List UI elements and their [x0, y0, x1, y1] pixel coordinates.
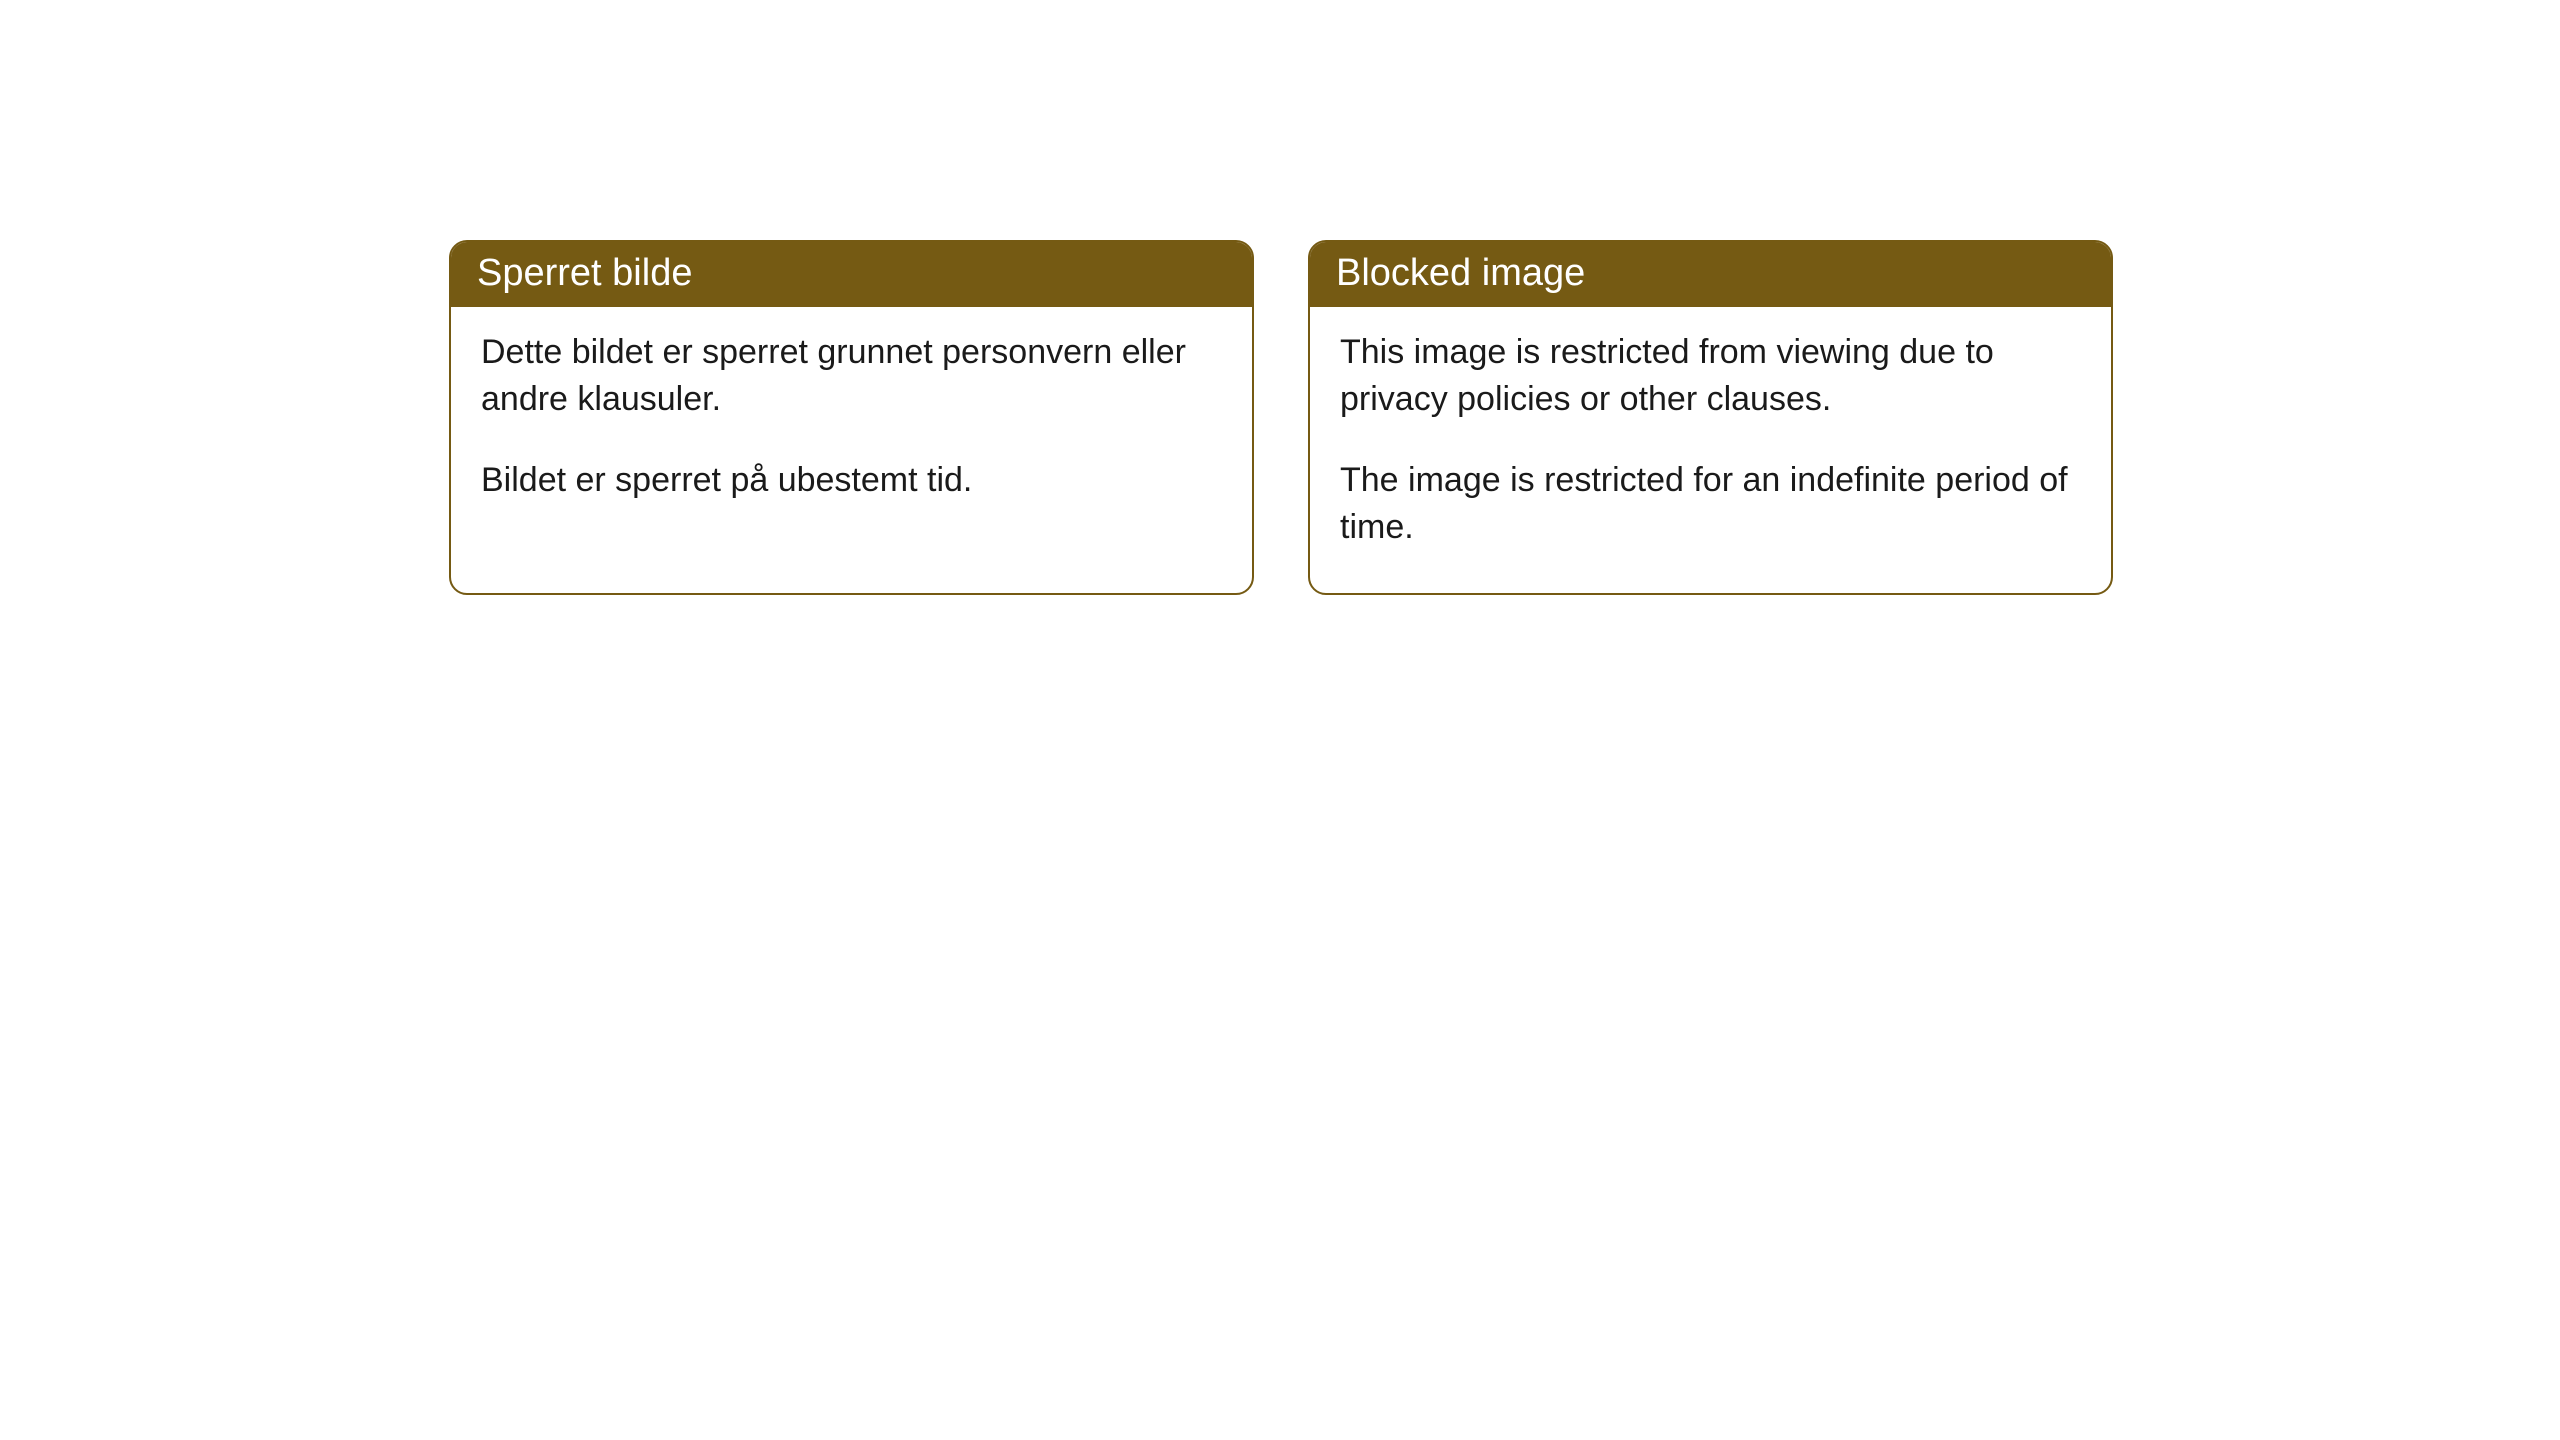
card-title: Sperret bilde	[477, 252, 692, 294]
card-header: Sperret bilde	[451, 242, 1252, 307]
card-paragraph: Dette bildet er sperret grunnet personve…	[481, 329, 1222, 423]
card-body: This image is restricted from viewing du…	[1310, 307, 2111, 593]
notice-card-norwegian: Sperret bilde Dette bildet er sperret gr…	[449, 240, 1254, 595]
notice-container: Sperret bilde Dette bildet er sperret gr…	[0, 0, 2560, 595]
card-paragraph: The image is restricted for an indefinit…	[1340, 457, 2081, 551]
card-paragraph: This image is restricted from viewing du…	[1340, 329, 2081, 423]
notice-card-english: Blocked image This image is restricted f…	[1308, 240, 2113, 595]
card-header: Blocked image	[1310, 242, 2111, 307]
card-title: Blocked image	[1336, 252, 1585, 294]
card-body: Dette bildet er sperret grunnet personve…	[451, 307, 1252, 546]
card-paragraph: Bildet er sperret på ubestemt tid.	[481, 457, 1222, 504]
